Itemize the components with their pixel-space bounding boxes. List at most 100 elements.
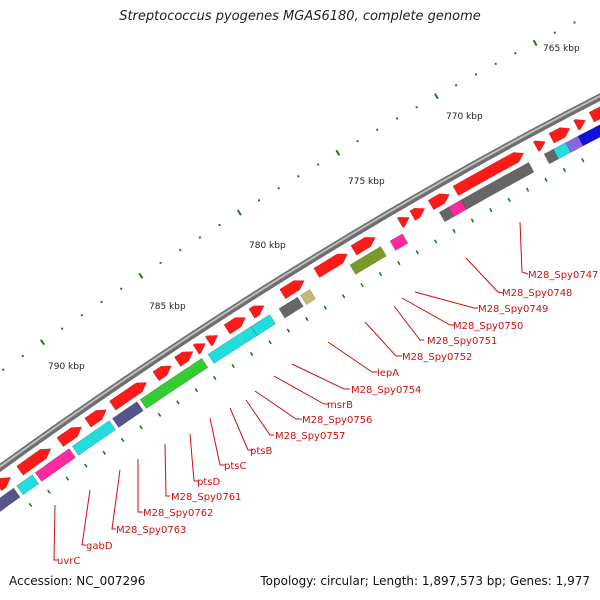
scale-label-785: 785 kbp (149, 302, 186, 312)
forward-gene[interactable] (109, 382, 148, 411)
reverse-gene[interactable] (300, 289, 317, 306)
gene-label[interactable]: M28_Spy0747 (528, 270, 598, 281)
forward-gene[interactable] (174, 351, 194, 367)
minor-tick (61, 327, 64, 330)
inner-tick (65, 476, 70, 481)
forward-gene[interactable] (313, 253, 348, 279)
reverse-gene[interactable] (71, 420, 116, 456)
reverse-gene[interactable] (111, 401, 144, 428)
forward-gene[interactable] (248, 305, 265, 319)
forward-gene[interactable] (573, 119, 586, 131)
minor-tick (455, 84, 458, 87)
forward-gene[interactable] (0, 477, 12, 492)
forward-gene[interactable] (427, 193, 450, 211)
forward-gene[interactable] (548, 127, 571, 144)
inner-ticks (28, 148, 600, 508)
reverse-gene[interactable] (460, 161, 535, 211)
gene-label[interactable]: M28_Spy0754 (351, 385, 421, 396)
inner-tick (397, 260, 401, 266)
forward-gene[interactable] (56, 426, 83, 448)
gene-label[interactable]: M28_Spy0752 (402, 352, 472, 363)
inner-tick (544, 177, 548, 182)
gene-label[interactable]: gabD (86, 541, 113, 552)
inner-tick (360, 282, 364, 288)
gene-label[interactable]: ptsB (250, 446, 272, 457)
scale-label-775: 775 kbp (348, 177, 385, 187)
major-tick (138, 272, 144, 279)
forward-gene[interactable] (452, 152, 525, 197)
label-leaders (53, 221, 529, 561)
inner-tick (231, 363, 235, 369)
map-title: Streptococcus pyogenes MGAS6180, complet… (119, 9, 481, 24)
reverse-gene[interactable] (250, 314, 277, 337)
gene-label[interactable]: ptsC (224, 461, 246, 472)
minor-tick (100, 300, 103, 303)
gene-label[interactable]: M28_Spy0756 (302, 415, 372, 426)
inner-tick (415, 250, 419, 255)
major-tick (39, 339, 46, 346)
forward-gene[interactable] (84, 409, 107, 428)
minor-tick (218, 223, 221, 226)
gene-label[interactable]: M28_Spy0751 (427, 336, 497, 347)
gene-label[interactable]: uvrC (57, 556, 80, 567)
gene-label[interactable]: M28_Spy0763 (116, 525, 186, 536)
inner-tick (286, 328, 291, 333)
inner-tick (139, 425, 143, 430)
forward-gene[interactable] (152, 365, 172, 382)
gene-label[interactable]: M28_Spy0749 (478, 304, 548, 315)
scale-label-790: 790 kbp (48, 362, 85, 372)
minor-tick (395, 117, 398, 120)
reverse-gene[interactable] (16, 474, 40, 496)
forward-gene[interactable] (279, 280, 305, 300)
inner-tick (176, 400, 180, 405)
gene-label[interactable]: M28_Spy0761 (171, 492, 241, 503)
forward-gene[interactable] (16, 448, 52, 476)
inner-tick (507, 197, 511, 203)
reverse-gene[interactable] (577, 124, 600, 147)
reverse-gene[interactable] (278, 296, 304, 319)
genome-summary-text: Topology: circular; Length: 1,897,573 bp… (260, 574, 590, 588)
inner-tick (102, 450, 107, 455)
minor-tick (21, 354, 24, 357)
scale-ticks (39, 39, 538, 346)
minor-tick (376, 128, 379, 131)
reverse-gene[interactable] (139, 357, 209, 410)
gene-label[interactable]: M28_Spy0762 (143, 508, 213, 519)
minor-tick (573, 21, 576, 24)
forward-gene[interactable] (350, 236, 376, 256)
forward-gene[interactable] (204, 335, 219, 347)
inner-tick (378, 271, 383, 277)
gene-label[interactable]: msrB (327, 400, 353, 411)
inner-tick (341, 294, 346, 299)
reverse-strand-genes (0, 124, 600, 513)
minor-tick (2, 368, 5, 371)
forward-gene[interactable] (588, 106, 600, 123)
reverse-gene[interactable] (389, 233, 409, 251)
inner-tick (581, 158, 585, 163)
forward-gene[interactable] (533, 140, 546, 152)
inner-tick (268, 340, 272, 345)
reverse-gene[interactable] (34, 448, 76, 482)
minor-tick (297, 175, 300, 178)
reverse-gene[interactable] (349, 246, 387, 275)
minor-tick (494, 62, 497, 65)
gene-label[interactable]: ptsD (197, 477, 220, 488)
gene-label[interactable]: lepA (377, 368, 399, 379)
minor-tick (415, 106, 418, 109)
inner-tick (157, 412, 162, 417)
gene-label[interactable]: M28_Spy0750 (453, 321, 523, 332)
inner-tick (323, 305, 327, 310)
gene-label[interactable]: M28_Spy0748 (502, 288, 572, 299)
forward-gene[interactable] (223, 317, 246, 335)
inner-tick (452, 228, 456, 234)
forward-gene[interactable] (409, 207, 426, 221)
inner-tick (470, 218, 475, 223)
forward-gene[interactable] (396, 216, 410, 228)
minor-tick (514, 52, 517, 55)
minor-tick (258, 199, 261, 202)
gene-label[interactable]: M28_Spy0757 (275, 431, 345, 442)
minor-tick (553, 31, 556, 34)
reverse-gene[interactable] (0, 487, 21, 513)
forward-gene[interactable] (192, 343, 206, 355)
